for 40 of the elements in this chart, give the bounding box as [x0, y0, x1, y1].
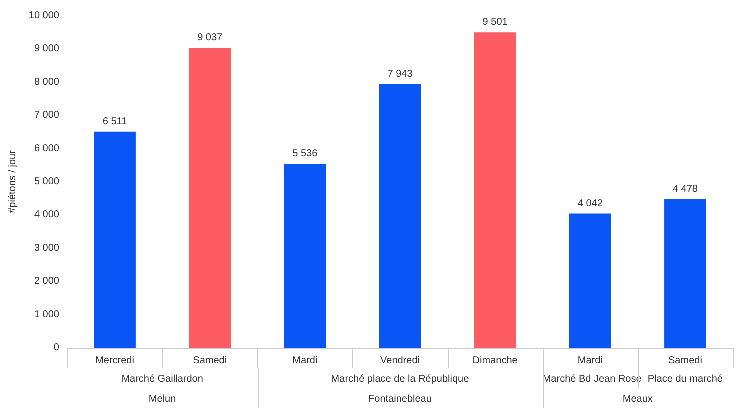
- text: Marché place de la République: [330, 374, 470, 385]
- text: Place du marché: [648, 374, 723, 385]
- text: Meaux: [622, 394, 654, 405]
- y-tick-label: 9 000: [34, 44, 60, 55]
- y-tick-label: 4 000: [34, 210, 60, 221]
- text: Marché Bd Jean Rose: [542, 374, 642, 385]
- data-label: 4 042: [578, 198, 604, 210]
- y-axis-title: #piétons / jour: [8, 150, 18, 214]
- y-tick-label: 8 000: [34, 76, 60, 88]
- y-tick-label: 3 000: [34, 242, 60, 254]
- text: Melun: [148, 394, 178, 405]
- bar: [474, 32, 516, 348]
- y-tick-label: 2 000: [34, 276, 60, 288]
- bar: [569, 214, 612, 348]
- bar: [379, 84, 422, 348]
- y-tick-label: 10 000: [28, 10, 60, 22]
- y-tick-label: 7 000: [34, 110, 60, 122]
- x-tick-label: Mardi: [292, 356, 318, 366]
- data-label: 4 478: [672, 184, 698, 195]
- x-tick-label: Samedi: [668, 356, 702, 366]
- data-label: 5 536: [292, 148, 318, 160]
- text: Fontainebleau: [368, 394, 433, 405]
- data-label: 7 943: [388, 68, 414, 80]
- y-tick-label: 6 000: [34, 143, 60, 154]
- bar: [94, 132, 136, 348]
- data-label: 9 037: [198, 32, 224, 44]
- data-label: 9 501: [482, 17, 508, 28]
- x-tick-label: Samedi: [193, 356, 228, 366]
- y-tick-label: 1 000: [34, 309, 60, 320]
- x-tick-label: Mercredi: [96, 356, 134, 366]
- x-tick-label: Vendredi: [380, 356, 420, 366]
- bar: [189, 48, 232, 348]
- data-label: 6 511: [102, 116, 128, 128]
- bar: [284, 164, 326, 348]
- x-tick-label: Dimanche: [472, 356, 518, 366]
- bar: [664, 199, 706, 348]
- y-tick-label: 0: [54, 342, 60, 354]
- y-tick-label: 5 000: [34, 176, 60, 188]
- text: Marché Gaillardon: [120, 374, 204, 385]
- x-tick-label: Mardi: [578, 356, 603, 366]
